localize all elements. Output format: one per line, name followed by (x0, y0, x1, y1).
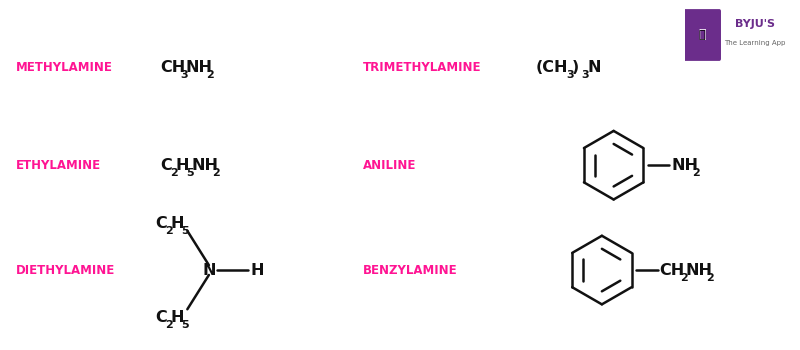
Text: 2: 2 (166, 226, 173, 236)
Text: 2: 2 (212, 168, 219, 178)
Text: C: C (155, 310, 166, 324)
Text: C: C (155, 216, 166, 231)
FancyBboxPatch shape (683, 9, 721, 61)
Text: ETHYLAMINE: ETHYLAMINE (16, 159, 101, 172)
Text: H: H (175, 158, 189, 173)
Text: H: H (250, 262, 263, 278)
Text: H: H (170, 216, 184, 231)
Text: CH: CH (160, 60, 185, 75)
Text: CH: CH (660, 262, 685, 278)
Text: 2: 2 (692, 168, 700, 178)
Text: ): ) (571, 60, 578, 75)
Text: NH: NH (686, 262, 713, 278)
Text: NH: NH (191, 158, 218, 173)
Text: BENZYLAMINE: BENZYLAMINE (362, 264, 458, 276)
Text: H: H (170, 310, 184, 324)
Text: 5: 5 (186, 168, 194, 178)
Text: ⬜: ⬜ (698, 28, 706, 42)
Text: ANILINE: ANILINE (362, 159, 416, 172)
Text: NH: NH (671, 158, 698, 173)
Text: 2: 2 (206, 70, 214, 80)
Text: 5: 5 (181, 320, 189, 330)
Text: TRIMETHYLAMINE: TRIMETHYLAMINE (362, 61, 482, 74)
Text: 3: 3 (181, 70, 188, 80)
Text: (CH: (CH (535, 60, 568, 75)
Text: 2: 2 (706, 273, 714, 283)
Text: NH: NH (186, 60, 213, 75)
Text: 2: 2 (170, 168, 178, 178)
Text: 📱: 📱 (698, 30, 706, 40)
Text: N: N (202, 262, 216, 278)
Text: N: N (587, 60, 601, 75)
Text: 3: 3 (582, 70, 590, 80)
Text: C: C (160, 158, 172, 173)
Text: METHYLAMINE: METHYLAMINE (16, 61, 113, 74)
Text: BYJU'S: BYJU'S (735, 19, 775, 29)
Text: 2: 2 (166, 320, 173, 330)
Text: 3: 3 (566, 70, 574, 80)
Text: 5: 5 (181, 226, 189, 236)
Text: DIETHYLAMINE: DIETHYLAMINE (16, 264, 115, 276)
Text: The Learning App: The Learning App (724, 40, 786, 47)
Text: 2: 2 (680, 273, 688, 283)
